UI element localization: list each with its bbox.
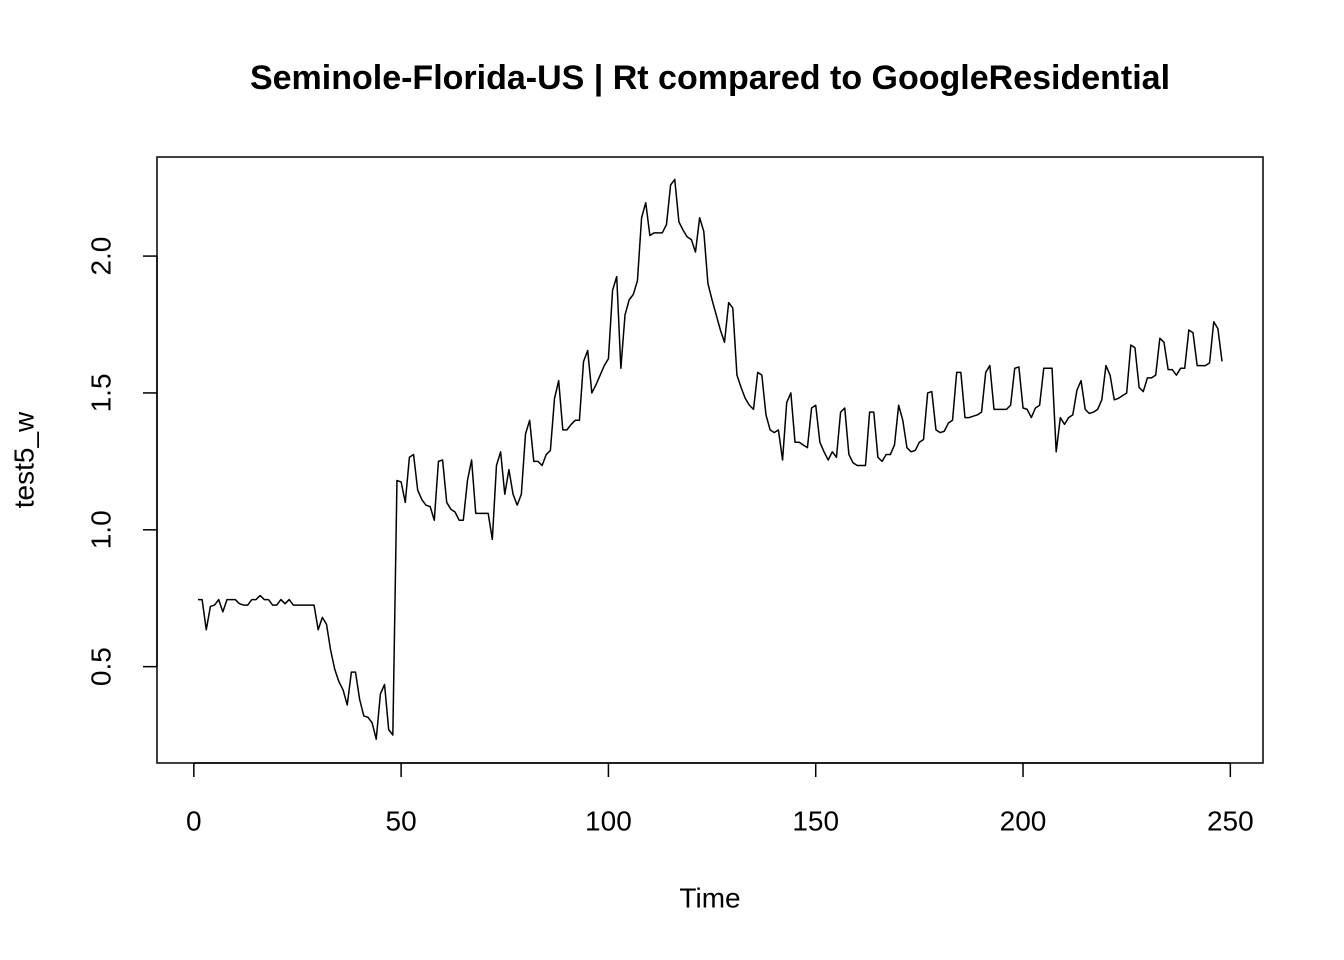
chart-title: Seminole-Florida-US | Rt compared to Goo…: [250, 59, 1170, 97]
y-tick-label: 1.5: [85, 373, 116, 412]
x-tick-label: 50: [386, 805, 417, 836]
x-tick-label: 0: [186, 805, 202, 836]
y-axis-label: test5_w: [8, 411, 39, 508]
x-tick-label: 150: [792, 805, 839, 836]
data-line: [197, 178, 1223, 740]
x-axis-label: Time: [679, 882, 740, 913]
y-tick-label: 2.0: [85, 237, 116, 276]
x-tick-label: 100: [585, 805, 632, 836]
y-tick-label: 0.5: [85, 647, 116, 686]
x-tick-label: 250: [1207, 805, 1254, 836]
y-tick-label: 1.0: [85, 510, 116, 549]
x-tick-label: 200: [1000, 805, 1047, 836]
plot-box: [156, 156, 1264, 764]
